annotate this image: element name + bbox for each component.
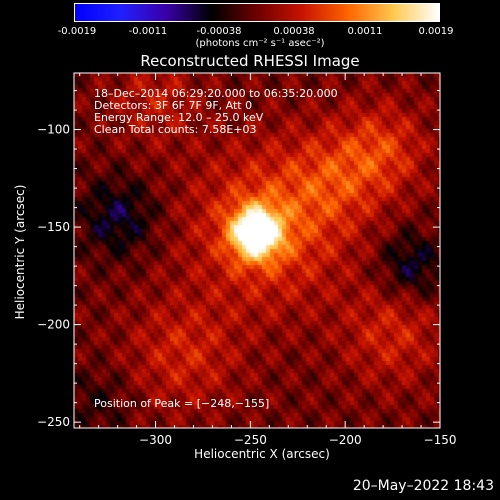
colorbar-tick-label: -0.0019	[57, 26, 97, 37]
x-axis-label: Heliocentric X (arcsec)	[194, 447, 330, 461]
colorbar-tick-label: 0.00038	[273, 26, 315, 37]
info-line: Clean Total counts: 7.58E+03	[94, 123, 257, 136]
info-line: Energy Range: 12.0 – 25.0 keV	[94, 111, 264, 124]
plot-timestamp: 20–May–2022 18:43	[352, 478, 494, 494]
y-tick-label: −250	[37, 415, 70, 429]
y-tick-label: −200	[37, 318, 70, 332]
x-tick-label: −150	[424, 433, 457, 447]
colorbar-units: (photons cm⁻² s⁻¹ asec⁻²)	[195, 38, 325, 49]
y-tick-label: −150	[37, 220, 70, 234]
colorbar-tick-label: -0.0011	[128, 26, 168, 37]
colorbar-tick-label: 0.0019	[418, 26, 454, 37]
info-line: 18–Dec–2014 06:29:20.000 to 06:35:20.000	[94, 87, 338, 100]
y-tick-label: −100	[37, 123, 70, 137]
info-line: Detectors: 3F 6F 7F 9F, Att 0	[94, 99, 252, 112]
x-tick-label: −250	[234, 433, 267, 447]
colorbar-gradient	[75, 4, 439, 21]
x-tick-label: −200	[329, 433, 362, 447]
peak-label: Position of Peak = [−248,−155]	[94, 397, 269, 410]
plot-frame	[73, 72, 441, 429]
chart-title: Reconstructed RHESSI Image	[140, 52, 360, 70]
colorbar-tick-label: -0.00038	[196, 26, 242, 37]
colorbar	[74, 3, 440, 22]
y-axis-label: Heliocentric Y (arcsec)	[13, 185, 27, 320]
heatmap-image	[74, 73, 440, 428]
info-block: 18–Dec–2014 06:29:20.000 to 06:35:20.000…	[94, 87, 338, 410]
x-tick-label: −300	[139, 433, 172, 447]
colorbar-tick-label: 0.0011	[347, 26, 383, 37]
